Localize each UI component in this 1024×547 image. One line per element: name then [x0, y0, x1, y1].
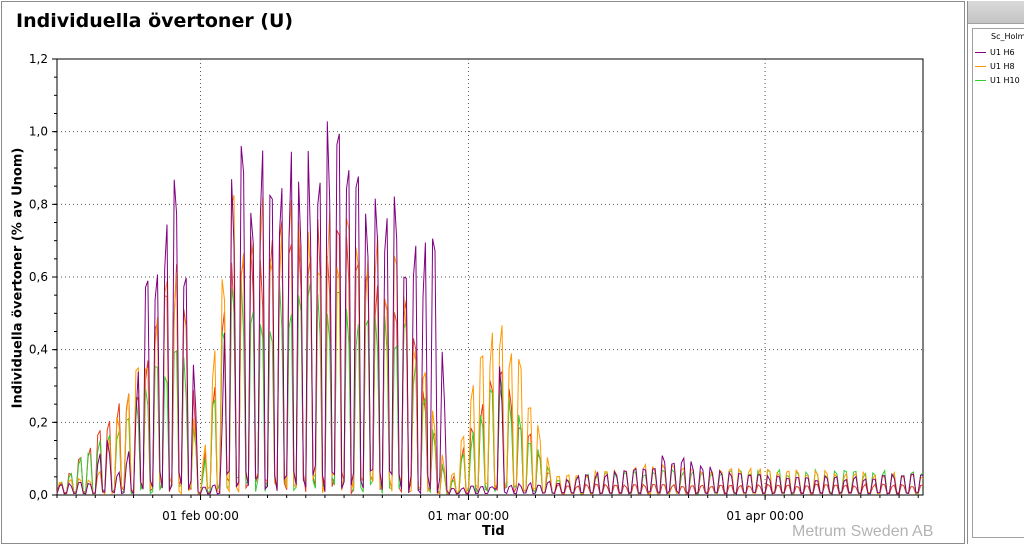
- y-tick-label: 0,6: [29, 270, 48, 284]
- x-axis-title: Tid: [482, 524, 505, 539]
- legend-panel: Sc_Holm U1 H6 U1 H8 U1 H10: [967, 1, 1024, 544]
- plot-svg: 0,0 0,2 0,4 0,6 0,8 1,0 1,2 01 feb 00:00 01 mar …: [29, 52, 924, 523]
- series-line-1: [56, 121, 924, 496]
- y-tick-label: 1,0: [29, 125, 48, 139]
- legend-label-h8: U1 H8: [990, 61, 1015, 71]
- watermark: Metrum Sweden AB: [792, 523, 934, 540]
- series-line-2: [56, 194, 924, 496]
- legend-item-h10[interactable]: U1 H10: [975, 75, 1020, 85]
- legend-group-label: Sc_Holm: [991, 32, 1024, 41]
- x-tick-label: 01 mar 00:00: [428, 509, 509, 523]
- legend-label-h10: U1 H10: [990, 75, 1020, 85]
- legend-swatch-h6: [975, 51, 986, 53]
- y-tick-label: 1,2: [29, 52, 48, 66]
- legend-swatch-h10: [975, 79, 986, 81]
- legend-item-h8[interactable]: U1 H8: [975, 61, 1015, 71]
- y-tick-label: 0,0: [29, 488, 48, 502]
- y-tick-label: 0,8: [29, 197, 48, 211]
- legend-label-h6: U1 H6: [990, 47, 1015, 57]
- legend-swatch-h8: [975, 65, 986, 67]
- x-tick-label: 01 feb 00:00: [162, 509, 239, 523]
- legend-item-h6[interactable]: U1 H6: [975, 47, 1015, 57]
- y-tick-label: 0,4: [29, 343, 48, 357]
- y-tick-label: 0,2: [29, 415, 48, 429]
- x-tick-label: 01 apr 00:00: [726, 509, 803, 523]
- chart-title: Individuella övertoner (U): [16, 10, 294, 32]
- legend-header: [968, 1, 1024, 24]
- legend-box: Sc_Holm U1 H6 U1 H8 U1 H10: [972, 28, 1024, 538]
